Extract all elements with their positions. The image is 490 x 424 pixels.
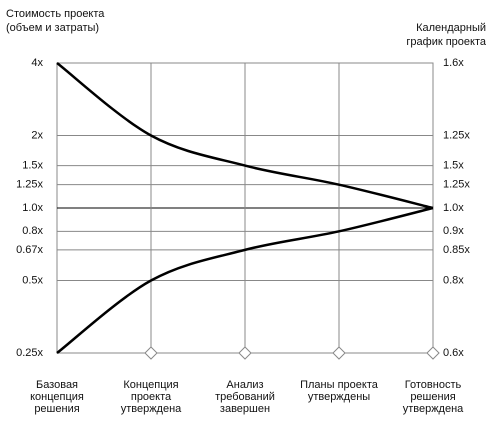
y-tick-label: 1.25x — [16, 179, 43, 191]
x-tick-label: Базовая — [36, 379, 78, 391]
x-tick-label: решения — [34, 403, 79, 415]
y-tick-label: 0.5x — [22, 274, 43, 286]
cone-curve — [56, 206, 434, 354]
x-tick-label: Готовность — [405, 379, 462, 391]
x-tick-label: Планы проекта — [300, 379, 379, 391]
y-tick-label: 2x — [31, 129, 43, 141]
y2-tick-label: 1.5x — [443, 159, 464, 171]
y2-axis-title: Календарный — [416, 22, 486, 34]
milestone-marker — [238, 346, 252, 360]
x-tick-label: Анализ — [226, 379, 263, 391]
y-tick-label: 4x — [31, 57, 43, 69]
milestone-marker — [426, 346, 440, 360]
x-tick-label: завершен — [220, 403, 270, 415]
y-tick-label: 0.25x — [16, 347, 43, 359]
y-tick-label: 1.0x — [22, 202, 43, 214]
milestone-marker — [144, 346, 158, 360]
x-tick-label: утверждены — [308, 391, 370, 403]
x-tick-label: требований — [215, 391, 275, 403]
y2-tick-label: 1.6x — [443, 57, 464, 69]
y2-tick-label: 0.9x — [443, 225, 464, 237]
y2-tick-label: 1.0x — [443, 202, 464, 214]
y2-tick-label: 0.8x — [443, 274, 464, 286]
x-tick-label: утверждена — [121, 403, 182, 415]
y-axis-title: Стоимость проекта — [6, 8, 105, 20]
x-tick-label: Концепция — [123, 379, 178, 391]
cone-curve — [56, 62, 434, 210]
y2-tick-label: 1.25x — [443, 129, 470, 141]
x-tick-label: решения — [410, 391, 455, 403]
x-tick-label: утверждена — [403, 403, 464, 415]
y-axis-title: (объем и затраты) — [6, 22, 99, 34]
y-tick-label: 0.67x — [16, 244, 43, 256]
y2-tick-label: 1.25x — [443, 179, 470, 191]
y2-tick-label: 0.85x — [443, 244, 470, 256]
x-tick-label: концепция — [30, 391, 84, 403]
y-tick-label: 1.5x — [22, 159, 43, 171]
milestone-marker — [332, 346, 346, 360]
y2-axis-title: график проекта — [406, 36, 486, 48]
y2-tick-label: 0.6x — [443, 347, 464, 359]
x-tick-label: проекта — [131, 391, 172, 403]
y-tick-label: 0.8x — [22, 225, 43, 237]
